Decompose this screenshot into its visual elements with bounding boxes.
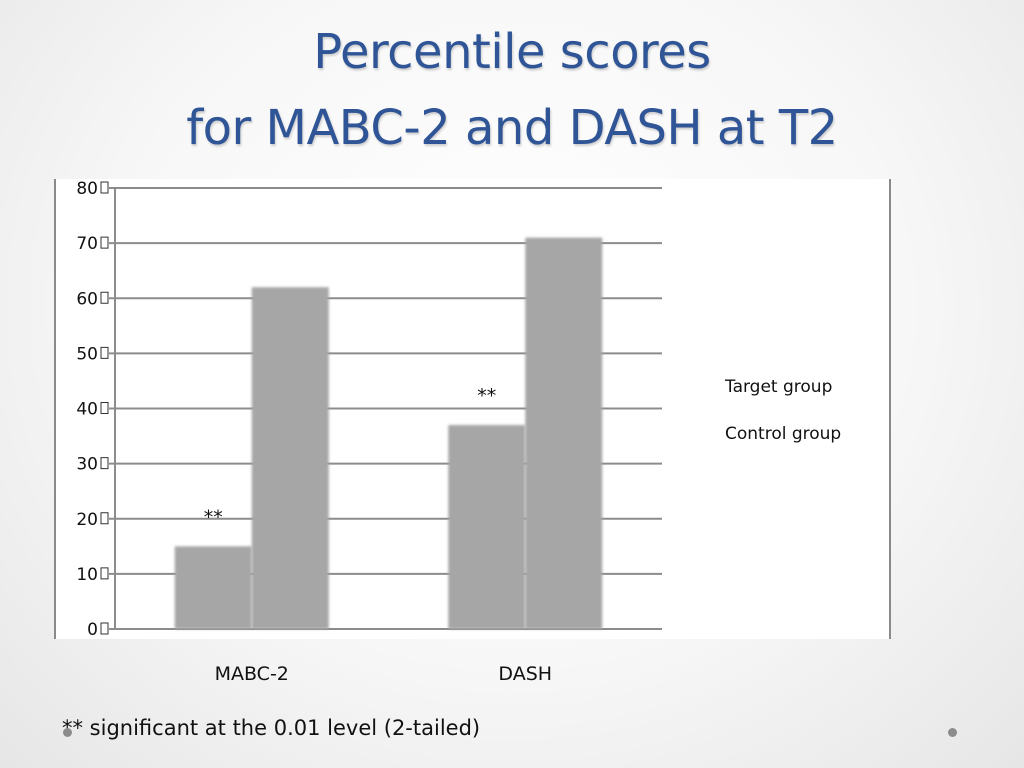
slide-title: Percentile scores for MABC-2 and DASH at… <box>0 14 1024 166</box>
y-tick-label-60: 60 <box>76 289 98 309</box>
y-tick-label-30: 30 <box>76 455 98 475</box>
y-tick-glyph-0 <box>100 622 109 635</box>
y-tick-label-50: 50 <box>76 344 98 364</box>
y-tick-glyph-60 <box>100 291 109 304</box>
x-category-label-dash: DASH <box>498 663 552 685</box>
decorative-dot-right <box>948 728 957 737</box>
y-tick-glyph-10 <box>100 567 109 580</box>
y-tick-label-40: 40 <box>76 400 98 420</box>
y-tick-label-70: 70 <box>76 234 98 254</box>
decorative-dot-left <box>63 728 72 737</box>
legend-control-group: Control group <box>725 424 842 444</box>
significance-marker-dash: ** <box>477 385 496 407</box>
bar-dash-target-group <box>448 425 526 629</box>
y-tick-glyph-20 <box>100 512 109 525</box>
bar-mabc-2-control-group <box>251 287 329 629</box>
y-tick-glyph-30 <box>100 457 109 470</box>
title-line-2: for MABC-2 and DASH at T2 <box>186 100 838 156</box>
bar-dash-control-group <box>525 237 603 630</box>
y-tick-label-0: 0 <box>87 620 98 640</box>
y-tick-label-80: 80 <box>76 179 98 199</box>
y-tick-glyph-40 <box>100 402 109 414</box>
y-tick-glyph-50 <box>100 346 109 359</box>
y-tick-label-10: 10 <box>76 565 98 585</box>
y-tick-label-20: 20 <box>76 510 98 530</box>
y-tick-glyph-70 <box>100 236 109 249</box>
title-line-1: Percentile scores <box>313 24 711 80</box>
significance-footnote: ** significant at the 0.01 level (2-tail… <box>62 716 481 740</box>
x-category-label-mabc-2: MABC-2 <box>215 663 289 685</box>
y-tick-glyph-80 <box>100 181 109 194</box>
legend-target-group: Target group <box>725 377 833 397</box>
bar-mabc-2-target-group <box>174 546 252 629</box>
significance-marker-mabc-2: ** <box>204 506 223 528</box>
